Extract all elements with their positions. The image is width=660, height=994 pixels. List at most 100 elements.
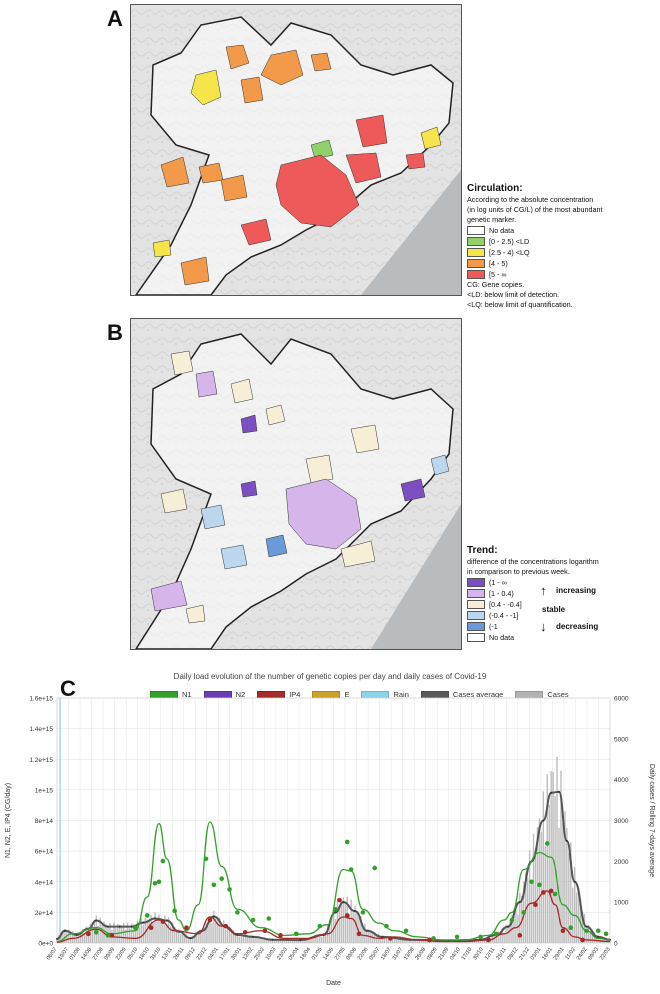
- cases-bar: [189, 937, 192, 943]
- chart-canvas: 0e+0 2e+14 4e+14 6e+14 8e+14 1e+15 1.2e+15 1.4e…: [5, 696, 655, 988]
- cases-bar: [562, 822, 564, 943]
- ip4-point: [541, 890, 546, 895]
- cases-bar: [430, 940, 433, 943]
- map-a-zone: [420, 126, 442, 150]
- n1-point: [250, 917, 256, 923]
- legend-b-label: (-0.4 - -1]: [489, 610, 519, 620]
- legend-a-label: [4 - 5): [489, 258, 508, 268]
- x-tick-label: 19/07: [57, 947, 70, 962]
- map-a-zone: [240, 76, 264, 104]
- x-tick-label: 23/03: [276, 947, 289, 962]
- cases-bar: [228, 929, 231, 943]
- cases-bar: [385, 937, 388, 943]
- cases-bar: [83, 933, 86, 943]
- cases-bar: [132, 924, 135, 943]
- ip4-point: [548, 888, 554, 894]
- cases-bar: [313, 936, 315, 943]
- x-tick-label: 17/01: [219, 947, 232, 962]
- x-tick-label: 09/06: [345, 947, 358, 962]
- cases-bar: [219, 917, 221, 943]
- y-tick-label: 6e+14: [35, 849, 54, 856]
- cases-bar: [62, 931, 64, 943]
- map-b-zone: [200, 504, 226, 530]
- chart-legend: N1 N2 IP4 E Rain Cases average Cases: [150, 690, 581, 699]
- legend-a-note-1: CG: Gene copies.: [467, 280, 525, 289]
- cases-bar: [526, 878, 529, 943]
- cases-average-point: [154, 917, 157, 920]
- cases-bar: [222, 920, 225, 943]
- x-tick-label: 14/08: [80, 947, 93, 962]
- cases-average-point: [542, 819, 545, 822]
- n1-point: [403, 928, 409, 934]
- cases-bar: [166, 923, 168, 943]
- cases-bar: [597, 935, 599, 943]
- map-a-zone: [355, 114, 388, 148]
- x-tick-label: 09/12: [184, 947, 197, 962]
- cases-bar: [481, 938, 484, 943]
- cases-bar: [423, 939, 425, 943]
- cases-bar: [187, 936, 190, 943]
- cases-bar: [211, 922, 213, 943]
- chart-title: Daily load evolution of the number of ge…: [173, 672, 487, 681]
- cases-average-point: [106, 925, 109, 928]
- cases-bar: [501, 927, 503, 943]
- cases-bar: [503, 932, 505, 943]
- n1-point: [105, 933, 111, 938]
- cases-bar: [164, 915, 166, 943]
- cases-average-point: [558, 790, 561, 793]
- n1-point: [344, 839, 350, 845]
- cases-bar: [293, 940, 295, 943]
- cases-bar: [311, 937, 313, 943]
- cases-bar: [207, 925, 209, 943]
- cases-bar: [238, 936, 241, 943]
- ip4-point: [517, 933, 523, 938]
- cases-bar: [272, 939, 274, 943]
- legend-a-desc-2: (in log units of CG/L) of the most abund…: [467, 205, 603, 214]
- cases-bar: [399, 938, 401, 943]
- cases-bar: [475, 940, 478, 943]
- x-tick-label: 12/02: [242, 947, 255, 962]
- map-b-zone: [220, 544, 248, 570]
- legend-b-swatch: [467, 611, 485, 620]
- x-tick-label: 18/04: [299, 947, 312, 962]
- trend-decreasing-label: decreasing: [556, 622, 599, 631]
- cases-average-point: [342, 901, 345, 904]
- cases-bar: [209, 915, 211, 943]
- cases-bar: [115, 928, 117, 943]
- legend-b-item: (1 - ∞: [467, 577, 657, 588]
- map-a-zone: [152, 239, 172, 258]
- map-a-zone: [240, 218, 272, 246]
- cases-bar: [264, 937, 266, 943]
- x-tick-label: 08/12: [507, 947, 520, 962]
- cases-bar: [301, 939, 303, 943]
- cases-average-point: [212, 915, 215, 918]
- x-tick-label: 21/12: [518, 947, 531, 962]
- cases-bar: [119, 924, 121, 943]
- cases-bar: [148, 919, 150, 943]
- cases-bar: [177, 929, 180, 943]
- y2-tick-label: 4000: [614, 777, 629, 784]
- cases-bar: [424, 939, 427, 943]
- legend-a-swatch: [467, 248, 485, 257]
- x-tick-label: 12/11: [484, 947, 497, 961]
- map-b-zone: [430, 454, 450, 476]
- cases-bar: [121, 926, 123, 943]
- cases-bar: [299, 939, 301, 943]
- n1-point: [156, 879, 162, 885]
- legend-a-swatch: [467, 226, 485, 235]
- cases-bar: [577, 889, 580, 943]
- x-tick-label: 13/08: [403, 947, 416, 962]
- cases-bar: [411, 939, 413, 943]
- legend-b-swatch: [467, 622, 485, 631]
- cases-bar: [530, 880, 533, 943]
- legend-b-label: (-1: [489, 621, 498, 631]
- cases-bar: [97, 926, 99, 943]
- map-b-zone: [160, 488, 188, 514]
- cases-bar: [281, 939, 284, 943]
- map-b-zone: [400, 478, 426, 502]
- x-tick-label: 30/10: [472, 947, 485, 962]
- cases-bar: [568, 852, 570, 943]
- map-b-zone: [350, 424, 380, 454]
- cases-bar: [81, 929, 84, 943]
- cases-bar: [426, 939, 429, 943]
